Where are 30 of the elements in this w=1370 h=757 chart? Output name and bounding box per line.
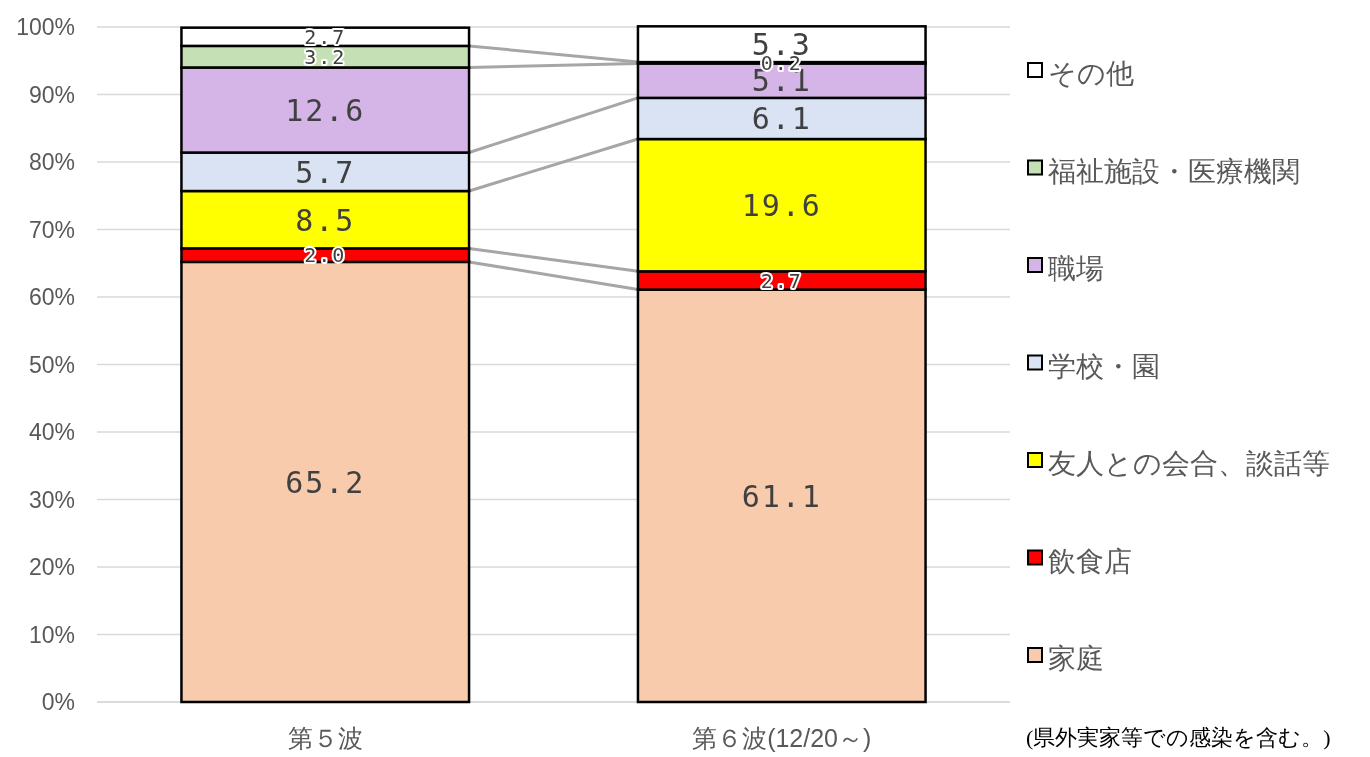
x-tick-label: 第５波 — [287, 724, 363, 752]
legend-label: その他 — [1048, 58, 1134, 89]
x-tick-label: 第６波(12/20～) — [692, 724, 872, 752]
legend-label: 家庭 — [1048, 643, 1104, 674]
y-tick-label: 90% — [28, 81, 75, 108]
text: (県外実家等での感染を含む。) — [1026, 724, 1331, 750]
y-tick-label: 10% — [28, 621, 75, 648]
data-label: 6.1 — [751, 101, 812, 137]
data-label: 12.6 — [285, 92, 366, 128]
data-label: 65.2 — [285, 464, 366, 500]
y-tick-label: 20% — [28, 554, 75, 580]
y-tick-label: 30% — [28, 486, 75, 513]
legend-label: 職場 — [1048, 253, 1104, 284]
data-label: 5.7 — [295, 154, 356, 190]
data-label: 61.1 — [741, 478, 822, 514]
legend-label: 福祉施設・医療機関 — [1048, 155, 1300, 187]
y-tick-label: 40% — [28, 419, 75, 445]
y-tick-label: 60% — [28, 284, 75, 310]
legend-label: 学校・園 — [1048, 350, 1160, 382]
y-tick-label: 100% — [16, 14, 75, 40]
legend-label: 友人との会合、談話等 — [1048, 448, 1330, 479]
data-label: 2.7 — [760, 268, 803, 293]
y-tick-label: 50% — [28, 351, 75, 378]
y-tick-label: 70% — [28, 216, 75, 243]
y-tick-label: 80% — [28, 149, 75, 175]
data-label: 19.6 — [741, 188, 822, 223]
data-label: 2.0 — [304, 243, 347, 268]
data-label: 8.5 — [295, 202, 356, 238]
legend-label: 飲食店 — [1048, 545, 1132, 577]
y-tick-label: 0% — [41, 689, 75, 715]
